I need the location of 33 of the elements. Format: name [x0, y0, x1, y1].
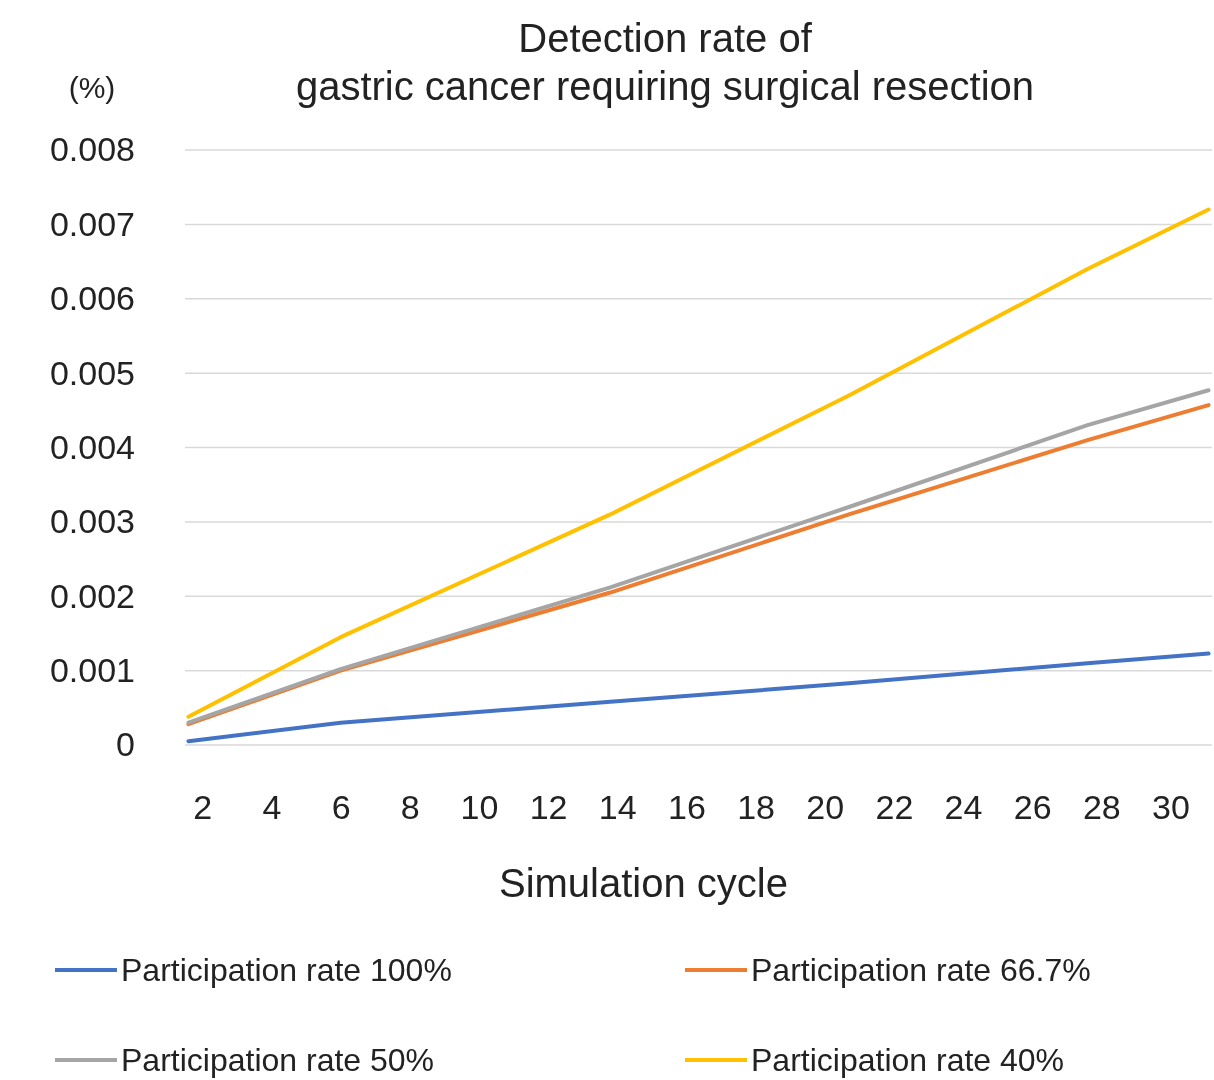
y-tick-label: 0.008	[49, 130, 135, 169]
y-tick-label: 0.005	[49, 353, 135, 392]
legend-label: Participation rate 50%	[121, 1042, 435, 1078]
x-tick-label: 24	[944, 788, 983, 827]
x-tick-label: 30	[1152, 788, 1190, 827]
x-tick-label: 18	[737, 788, 775, 827]
y-axis-title: (%)	[68, 71, 116, 104]
legend-label: Participation rate 100%	[121, 952, 452, 988]
x-tick-label: 12	[529, 788, 568, 827]
x-tick-label: 22	[875, 788, 914, 827]
y-tick-label: 0.006	[49, 279, 135, 318]
x-tick-label: 14	[598, 788, 637, 827]
x-tick-label: 20	[806, 788, 845, 827]
x-tick-label: 26	[1013, 788, 1052, 827]
chart-title: Detection rate of gastric cancer requiring surgical resection	[295, 16, 1035, 108]
x-tick-label: 28	[1082, 788, 1121, 827]
line-series	[186, 207, 1211, 719]
y-tick-label: 0	[116, 725, 135, 764]
x-tick-label: 6	[331, 788, 351, 827]
line-series	[186, 651, 1211, 744]
legend-label: Participation rate 66.7%	[751, 952, 1091, 988]
legend-label: Participation rate 40%	[751, 1042, 1065, 1078]
x-axis-title: Simulation cycle	[498, 861, 789, 905]
y-tick-label: 0.004	[49, 427, 135, 466]
y-tick-label: 0.007	[49, 204, 135, 243]
y-tick-label: 0.001	[49, 651, 135, 690]
x-tick-label: 2	[193, 788, 213, 827]
y-tick-label: 0.003	[49, 502, 135, 541]
x-tick-label: 8	[400, 788, 420, 827]
x-tick-label: 10	[460, 788, 499, 827]
x-tick-label: 4	[262, 788, 282, 827]
x-tick-label: 16	[667, 788, 706, 827]
y-tick-label: 0.002	[49, 576, 135, 615]
